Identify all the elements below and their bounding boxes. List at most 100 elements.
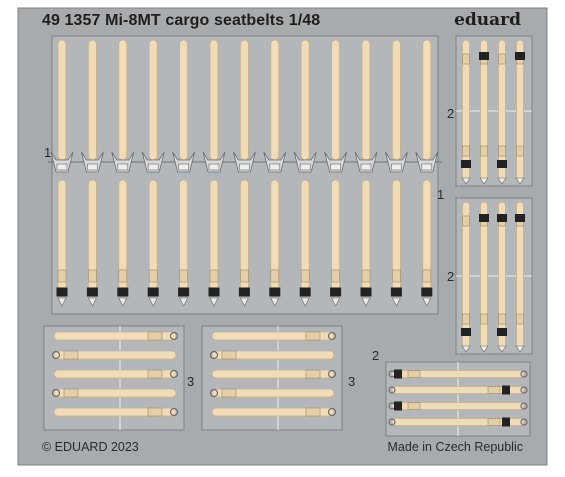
buckle [497,160,507,168]
seatbelt-strap [179,39,189,161]
adjuster-window [299,163,311,171]
part-number-main-left: 1 [44,145,52,160]
strap-pad [516,313,524,325]
buckle [147,287,159,297]
strap-pad [462,145,470,157]
strap-pad [221,350,237,360]
part-number-right-upper: 2 [447,106,455,121]
strap-pad [63,350,79,360]
adjuster-window [269,163,281,171]
seatbelt-strap [391,402,525,410]
buckle [394,401,402,411]
strap-pad [331,269,340,283]
hook-ring [209,388,219,398]
strap-pad [516,145,524,157]
strap-pad [392,269,401,283]
adjuster-window [147,163,159,171]
adjuster-bracket [111,151,135,173]
buckle [502,417,510,427]
hook-ring [51,388,61,398]
strap-tip [497,177,507,185]
strap-pad [300,269,310,283]
seatbelt-strap [211,407,335,417]
adjuster-window [391,163,402,171]
strap-tip [479,345,489,353]
buckle [515,52,525,60]
buckle [461,328,471,336]
seatbelt-strap [211,350,335,360]
adjuster-bracket [233,151,256,173]
strap-pad [487,386,501,394]
seatbelt-strap [211,369,335,379]
seatbelt-strap [118,39,128,161]
strap-pad [305,331,321,341]
buckle [299,287,311,297]
adjuster-bracket [324,151,347,173]
strap-pad [407,402,421,410]
strap-tip [209,297,219,307]
buckle [117,287,129,297]
strap-pad [462,53,470,65]
buckle [479,52,489,60]
strap-tip [361,297,371,307]
strap-pad [63,388,79,398]
seatbelt-strap [53,369,177,379]
right-lower-seatbelt-group [455,197,533,355]
strap-tip [515,177,525,185]
adjuster-bracket [385,151,408,173]
strap-tip [461,345,471,353]
origin-text: Made in Czech Republic [387,440,524,454]
hook-ring [327,407,337,417]
seatbelt-strap [53,407,177,417]
strap-pad [57,269,67,283]
strap-tip [497,345,507,353]
strap-pad [498,313,506,325]
hook-ring [388,386,396,394]
buckle [208,287,220,297]
strap-tip [391,297,401,307]
strap-tip [148,297,158,307]
adjuster-window [360,163,372,171]
buckle [390,287,402,297]
hook-ring [209,350,219,360]
buckle [497,328,507,336]
hook-ring [520,386,528,394]
strap-pad [462,215,470,227]
strap-pad [240,269,249,283]
main-seatbelt-group [48,35,442,315]
strap-pad [498,53,506,65]
strap-pad [221,388,237,398]
buckle [497,214,507,222]
hook-ring [520,402,528,410]
seatbelt-strap [211,388,335,398]
seatbelt-strap [57,39,67,161]
strap-pad [498,145,506,157]
strap-pad [361,269,371,283]
strap-pad [118,269,128,283]
strap-pad [148,269,158,283]
adjuster-window [208,163,220,171]
strap-pad [305,369,321,379]
strap-pad [407,370,421,378]
adjuster-bracket [354,151,378,173]
strap-pad [270,269,280,283]
strap-tip [300,297,310,307]
hook-ring [51,350,61,360]
strap-pad [147,407,163,417]
adjuster-window [239,163,250,171]
seatbelt-strap [422,39,432,161]
seatbelt-strap [53,388,177,398]
strap-tip [461,177,471,185]
buckle [238,287,250,297]
sheet-title: 49 1357 Mi-8MT cargo seatbelts 1/48 [42,12,321,29]
adjuster-bracket [50,151,74,173]
strap-tip [118,297,128,307]
seatbelt-strap [331,39,341,161]
part-number-bottom-right: 2 [372,348,380,363]
adjuster-window [330,163,341,171]
adjuster-bracket [81,151,104,173]
adjuster-window [421,163,433,171]
part-number-main-right: 1 [437,187,445,202]
strap-pad [480,145,488,157]
hook-ring [169,331,179,341]
